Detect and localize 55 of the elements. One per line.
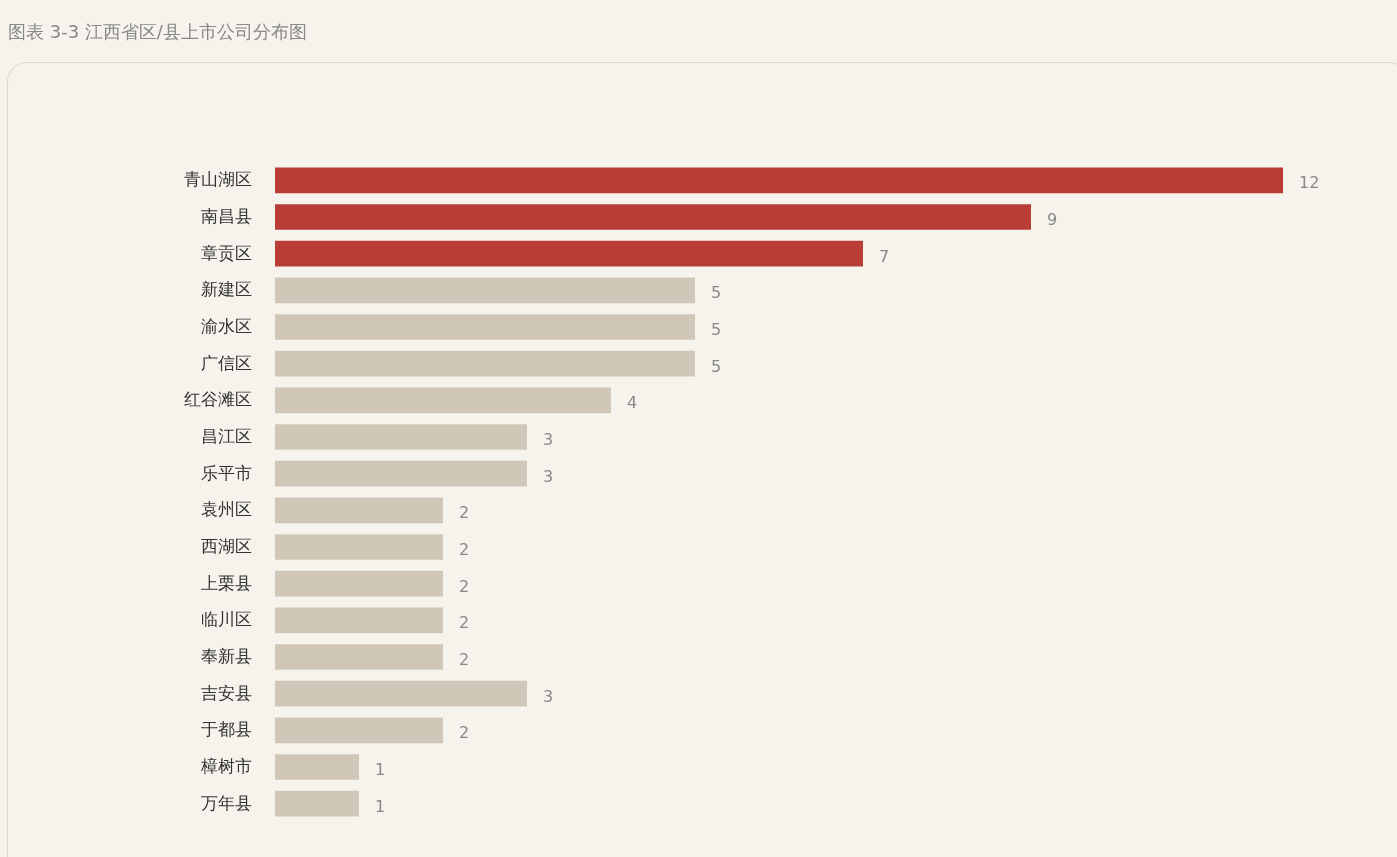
bar: [275, 387, 611, 414]
y-tick-label: 吉安县: [200, 682, 252, 703]
data-label: 3: [543, 430, 554, 449]
bar: [275, 240, 863, 267]
data-label: 2: [459, 613, 470, 633]
data-label: 3: [543, 466, 554, 486]
data-label: 1: [375, 796, 386, 816]
y-tick-label: 昌江区: [200, 426, 252, 446]
data-label: 9: [1047, 210, 1058, 229]
data-label: 5: [711, 283, 722, 303]
bar: [275, 314, 695, 340]
y-tick-label: 渝水区: [200, 316, 252, 336]
y-tick-label: 上栗县: [200, 572, 252, 593]
y-tick-label: 红谷滩区: [183, 389, 252, 410]
y-tick-label: 樟树市: [199, 756, 252, 776]
bar: [275, 497, 443, 524]
bar: [275, 204, 1031, 230]
data-label: 12: [1299, 173, 1320, 193]
bar: [275, 534, 443, 560]
y-tick-label: 奉新县: [200, 646, 252, 666]
data-label: 2: [459, 723, 470, 743]
bar: [275, 680, 527, 707]
bar: [275, 424, 527, 450]
bar: [275, 350, 695, 377]
data-label: 7: [879, 246, 890, 266]
bar: [275, 790, 359, 817]
y-tick-label: 新建区: [200, 279, 252, 300]
bar: [275, 570, 443, 597]
y-tick-label: 袁州区: [200, 499, 252, 520]
data-label: 5: [711, 356, 722, 376]
bar: [275, 607, 443, 634]
bar: [275, 644, 443, 670]
bar: [275, 754, 359, 780]
chart-title: 图表 3-3 江西省区/县上市公司分布图: [8, 20, 307, 44]
data-label: 2: [459, 650, 470, 669]
data-label: 1: [375, 760, 386, 779]
bar: [275, 277, 695, 304]
data-label: 2: [459, 576, 470, 596]
y-tick-label: 青山湖区: [183, 169, 252, 190]
y-tick-label: 西湖区: [200, 536, 252, 556]
bar: [275, 460, 527, 487]
data-label: 5: [711, 320, 722, 339]
y-tick-label: 南昌县: [200, 206, 252, 226]
data-label: 2: [459, 540, 470, 559]
bar: [275, 717, 443, 744]
y-tick-label: 章贡区: [200, 242, 252, 263]
data-label: 3: [543, 686, 554, 706]
data-label: 2: [459, 503, 470, 523]
y-tick-label: 乐平市: [200, 462, 252, 483]
y-tick-label: 广信区: [200, 352, 252, 373]
data-label: 4: [627, 393, 638, 413]
y-tick-label: 临川区: [200, 609, 252, 630]
y-tick-label: 于都县: [200, 719, 252, 740]
bar: [275, 167, 1283, 194]
y-tick-label: 万年县: [200, 792, 252, 813]
